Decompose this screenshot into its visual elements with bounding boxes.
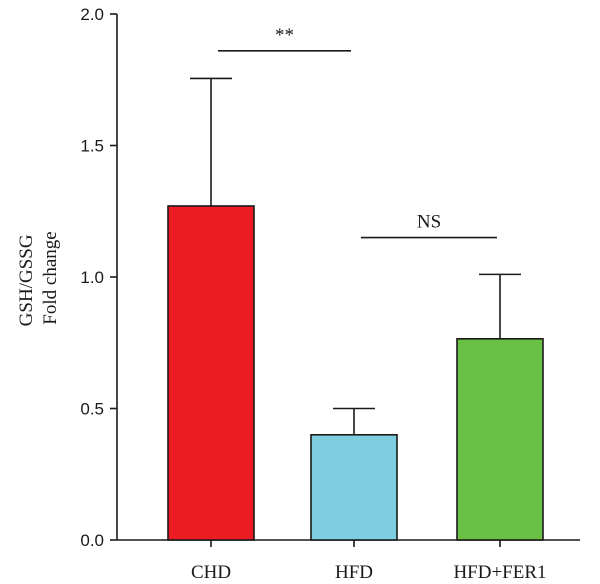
significance-annotations: ** NS	[218, 25, 497, 239]
significance-label-2: NS	[417, 212, 441, 233]
bar-3	[456, 338, 544, 541]
y-tick-label: 1.5	[80, 137, 104, 156]
y-axis-title: GSH/GSSG Fold change	[16, 230, 61, 327]
x-category-label: HFD+FER1	[453, 562, 546, 583]
y-tick-label: 2.0	[80, 5, 104, 24]
significance-label-1: **	[275, 25, 294, 46]
x-category-label: CHD	[191, 562, 231, 583]
y-tick-label: 1.0	[80, 268, 104, 287]
bars: CHD HFD HFD+FER1	[167, 77, 547, 583]
y-axis-title-line-2: Fold change	[40, 231, 61, 324]
x-category-label: HFD	[335, 562, 373, 583]
y-tick-label: 0.5	[80, 400, 104, 419]
y-axis-title-line-1: GSH/GSSG	[16, 234, 37, 326]
bar-1	[167, 205, 255, 541]
bar-2	[310, 433, 398, 541]
y-tick-label: 0.0	[80, 531, 104, 550]
